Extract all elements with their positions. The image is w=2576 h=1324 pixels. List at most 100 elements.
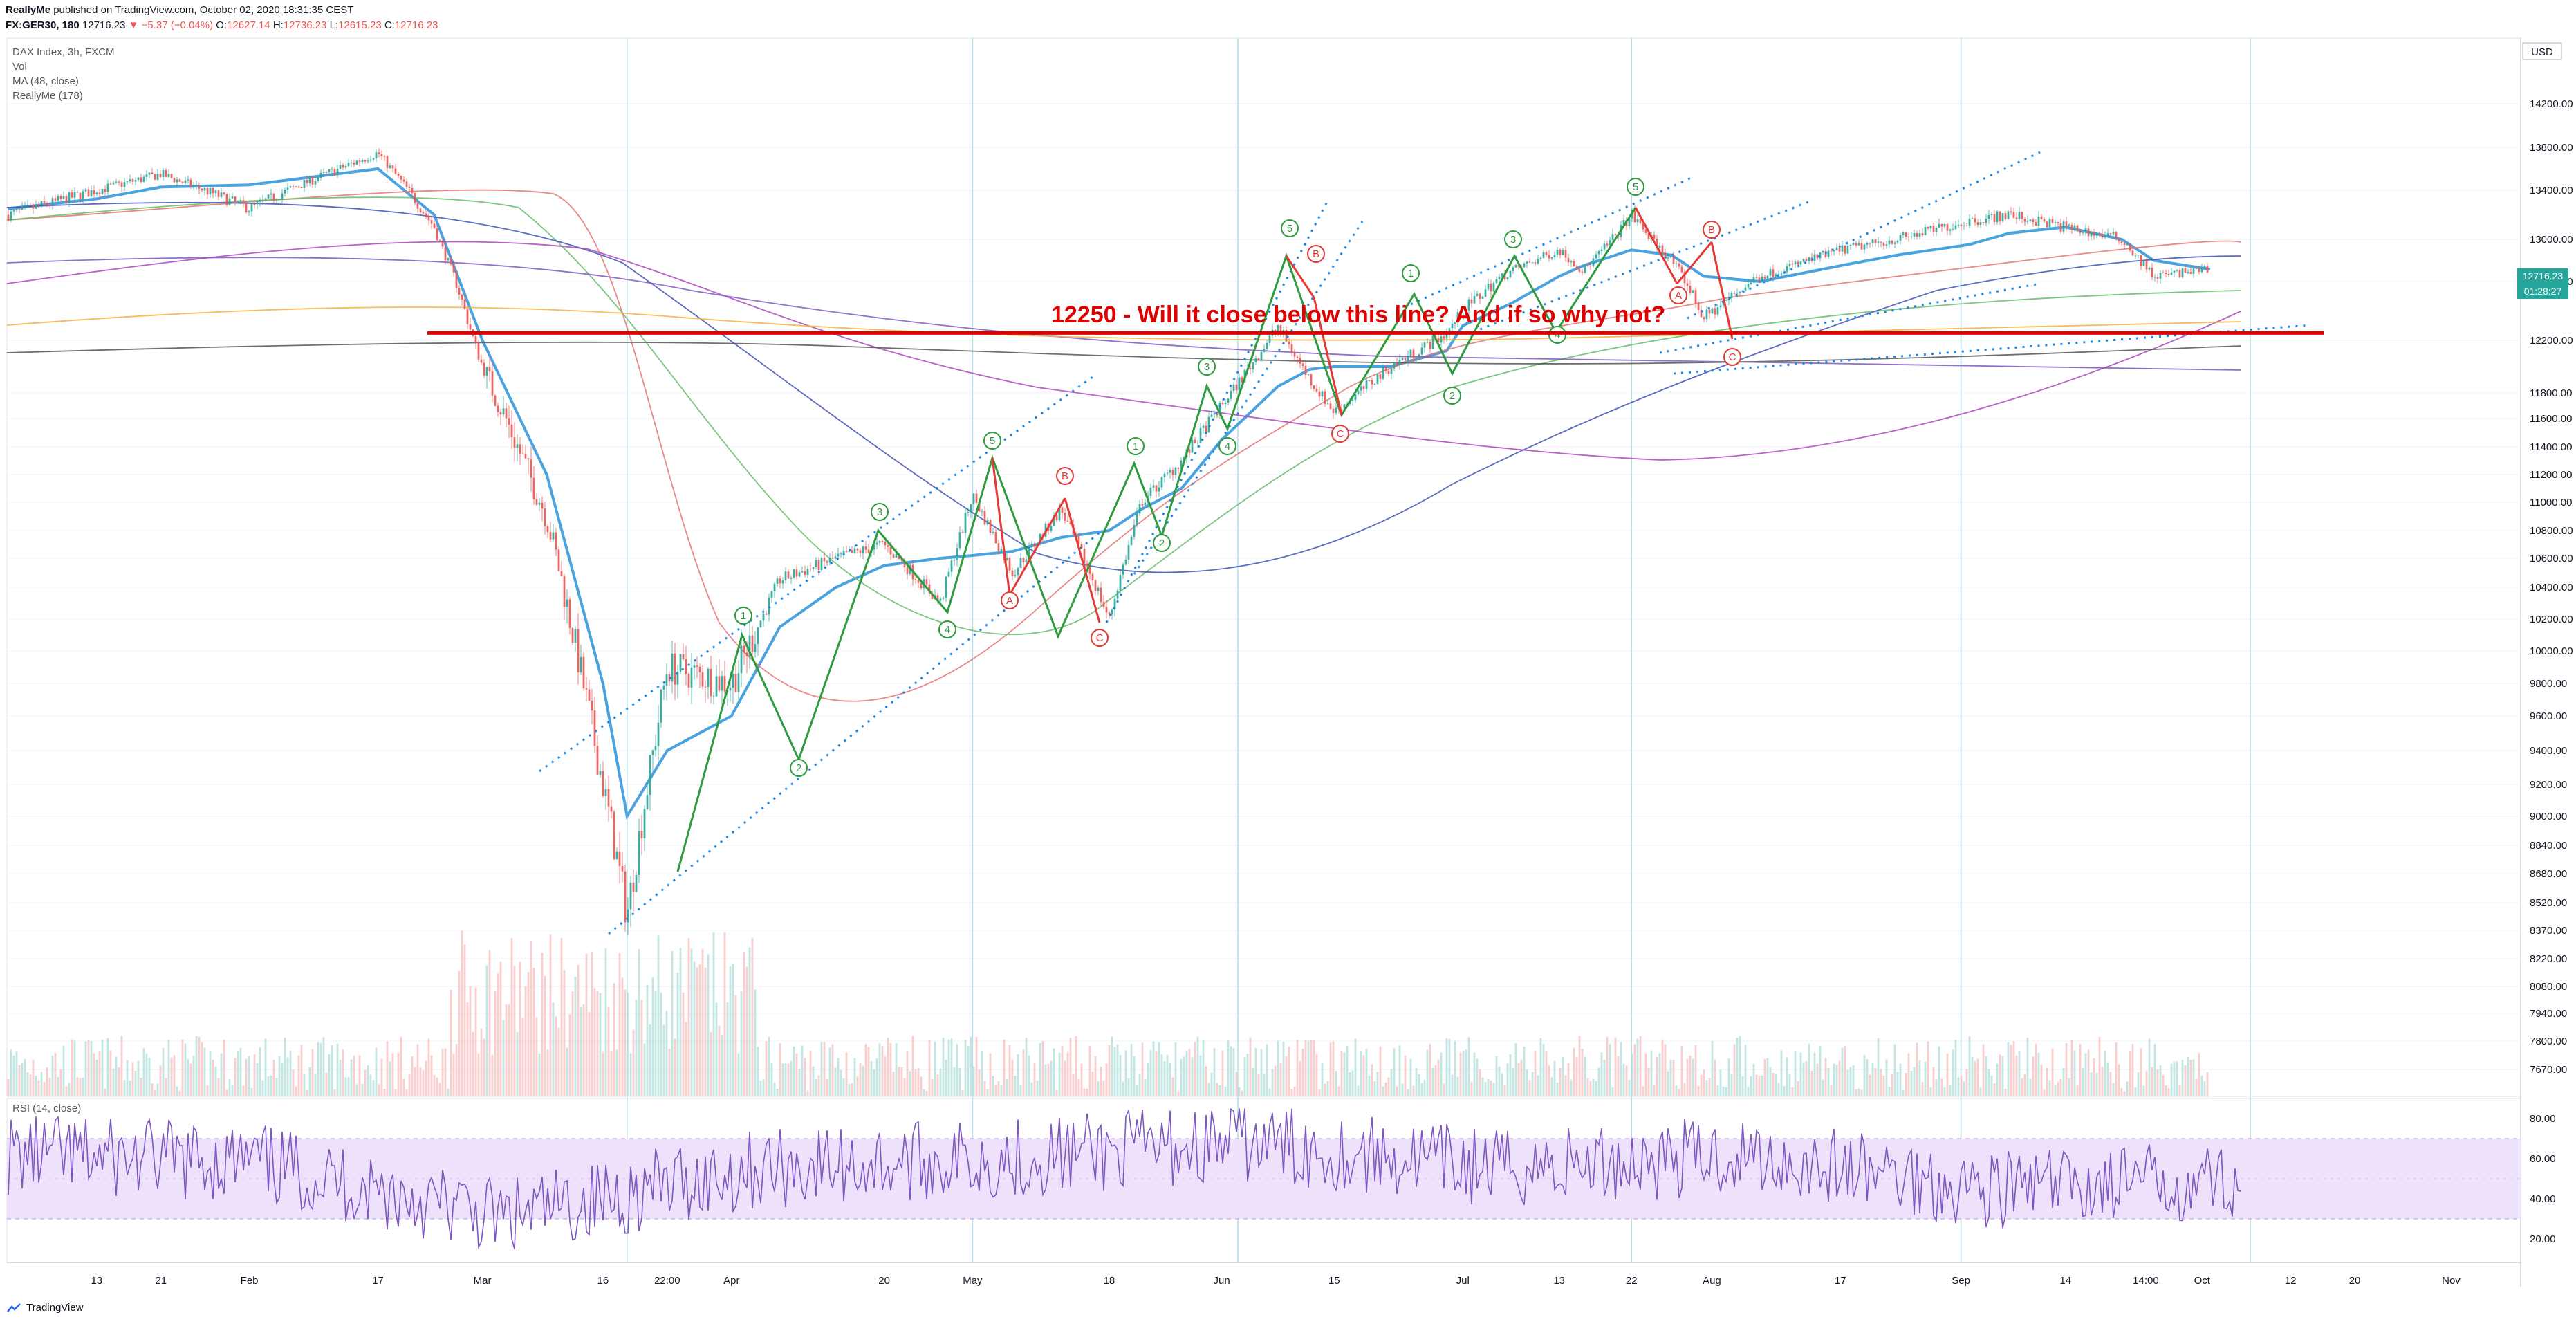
- volume-bar: [1916, 1042, 1918, 1096]
- volume-bar: [270, 1075, 272, 1096]
- volume-bar: [1476, 1058, 1479, 1096]
- volume-bar: [317, 1042, 319, 1096]
- candle-body: [1108, 612, 1111, 615]
- candle-body: [649, 755, 651, 796]
- volume-bar: [1918, 1060, 1921, 1096]
- volume-bar: [192, 1056, 195, 1096]
- candle-body: [1113, 598, 1116, 610]
- wave-label-text: 1: [1133, 441, 1138, 452]
- volume-bar: [961, 1090, 964, 1096]
- candle-body: [225, 194, 228, 205]
- candle-body: [715, 676, 718, 697]
- wave-label-text: 2: [796, 762, 801, 774]
- candle-body: [1661, 245, 1664, 253]
- candle-body: [1935, 228, 1938, 232]
- volume-bar: [983, 1081, 986, 1096]
- candle-body: [427, 216, 430, 221]
- candle-body: [1177, 467, 1180, 469]
- currency-badge[interactable]: [2522, 42, 2562, 60]
- candle-body: [1100, 587, 1102, 603]
- candle-body: [2206, 266, 2209, 273]
- candle-body: [270, 193, 272, 195]
- volume-bar: [347, 1076, 350, 1096]
- candle-body: [165, 170, 167, 177]
- volume-bar: [18, 1065, 21, 1096]
- wave-label-circle: [1627, 178, 1644, 196]
- volume-bar: [1271, 1069, 1274, 1096]
- volume-bar: [319, 1042, 322, 1096]
- volume-bar: [1838, 1060, 1841, 1096]
- candle-body: [823, 558, 826, 562]
- author-name[interactable]: ReallyMe: [6, 4, 51, 16]
- volume-bar: [2203, 1081, 2206, 1096]
- candle-body: [624, 871, 627, 923]
- axes: 14200.0013800.0013400.0013000.0012600.00…: [91, 98, 2573, 1287]
- volume-bar: [1174, 1042, 1177, 1096]
- candle-body: [344, 165, 347, 168]
- volume-bar: [837, 1058, 840, 1096]
- volume-bar: [1349, 1072, 1351, 1096]
- candle-body: [1360, 386, 1362, 391]
- footer-brand[interactable]: TradingView: [7, 1302, 84, 1314]
- candle-body: [1462, 315, 1465, 319]
- candle-body: [228, 198, 231, 205]
- candle-body: [1105, 607, 1108, 613]
- volume-bar: [24, 1058, 26, 1096]
- volume-bar: [1434, 1065, 1437, 1096]
- candle-body: [1633, 210, 1636, 223]
- volume-bar: [1678, 1089, 1680, 1096]
- volume-bar: [1396, 1086, 1398, 1096]
- volume-bar: [1144, 1078, 1147, 1096]
- candle-body: [1562, 250, 1564, 255]
- volume-bar: [757, 1046, 759, 1096]
- candle-body: [2007, 211, 2010, 219]
- volume-bar: [1819, 1046, 1822, 1096]
- volume-bar: [1827, 1067, 1830, 1096]
- candle-body: [903, 560, 906, 568]
- candle-body: [21, 206, 24, 210]
- volume-bar: [1775, 1073, 1777, 1096]
- volume-bar: [992, 1076, 994, 1096]
- volume-bar: [823, 1042, 826, 1096]
- volume-bar: [1907, 1053, 1910, 1096]
- volume-bar: [1077, 1078, 1080, 1096]
- candle-body: [610, 806, 613, 812]
- volume-bar: [239, 1047, 242, 1096]
- candle-body: [2029, 219, 2032, 221]
- candle-body: [1697, 303, 1700, 310]
- volume-bar: [2192, 1059, 2195, 1096]
- candle-body: [319, 172, 322, 178]
- wave-label-text: 3: [1510, 234, 1516, 246]
- volume-bar: [1741, 1076, 1744, 1096]
- candle-body: [1456, 311, 1459, 323]
- volume-bar: [2123, 1090, 2126, 1096]
- impulse-wave-line: [676, 207, 1637, 872]
- time-tick-label: Feb: [241, 1275, 259, 1287]
- volume-bar: [732, 964, 734, 1096]
- volume-bar: [878, 1043, 881, 1096]
- volume-bar: [1039, 1042, 1041, 1096]
- volume-bar: [322, 1037, 325, 1096]
- volume-bar: [900, 1067, 903, 1096]
- candle-body: [308, 176, 311, 183]
- volume-bar: [2115, 1042, 2118, 1096]
- volume-bar: [386, 1041, 389, 1096]
- rsi-tick-label: 40.00: [2530, 1193, 2556, 1205]
- candle-body: [1921, 233, 1924, 235]
- volume-bar: [1360, 1051, 1362, 1096]
- candle-body: [1420, 347, 1423, 355]
- candle-body: [613, 811, 615, 860]
- volume-bar: [1545, 1051, 1548, 1096]
- volume-bar: [87, 1040, 90, 1096]
- candle-body: [848, 550, 851, 553]
- candle-body: [1487, 284, 1490, 290]
- volume-bar: [1506, 1063, 1509, 1096]
- candle-body: [801, 571, 804, 573]
- candle-body: [2073, 225, 2076, 230]
- volume-bar: [530, 940, 532, 1096]
- volume-bar: [1091, 1071, 1094, 1096]
- candle-body: [2173, 270, 2176, 273]
- volume-bar: [383, 1089, 386, 1096]
- candle-body: [1058, 507, 1061, 521]
